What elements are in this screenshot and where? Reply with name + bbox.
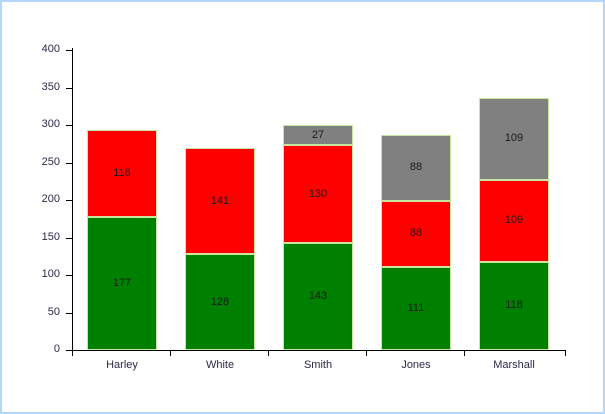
x-axis-tick-label: Marshall (493, 359, 535, 371)
x-axis-tick (268, 350, 269, 356)
y-axis-tick-label-wrap: 0 (2, 344, 72, 355)
y-axis-tick (66, 275, 72, 276)
y-axis-tick-label: 350 (41, 80, 60, 93)
y-axis-tick-label: 400 (41, 43, 60, 55)
bar-segment-red[interactable]: 116 (87, 130, 157, 218)
y-axis-tick (66, 200, 72, 201)
y-axis-tick-label-wrap: 50 (2, 305, 72, 318)
bar-group[interactable]: 118 109 109 (479, 2, 549, 350)
bar-segment-value-label: 88 (409, 227, 423, 240)
x-axis-tick (464, 350, 465, 356)
x-axis-tick (170, 350, 171, 356)
y-axis-tick (66, 87, 72, 89)
y-axis-tick (66, 237, 72, 239)
bar-group[interactable]: 111 88 88 (381, 2, 451, 350)
bar-segment-value-label: 118 (505, 299, 523, 312)
bar-segment-value-label: 128 (210, 295, 230, 308)
bar-segment-green[interactable]: 128 (185, 254, 255, 350)
y-axis-tick (66, 50, 72, 51)
y-axis-tick-label: 50 (47, 305, 60, 318)
y-axis-tick-label-wrap: 100 (2, 269, 72, 280)
bar-segment-value-label: 177 (112, 277, 132, 290)
bar-segment-value-label: 27 (311, 128, 325, 141)
y-axis-tick (66, 125, 72, 126)
bar-segment-value-label: 109 (504, 214, 524, 227)
y-axis-line (72, 48, 73, 351)
bar-segment-value-label: 116 (113, 167, 131, 180)
bar-group[interactable]: 143 130 27 (283, 2, 353, 350)
y-axis-tick-label-wrap: 300 (2, 119, 72, 130)
bar-segment-green[interactable]: 118 (479, 261, 549, 350)
y-axis-tick-label-wrap: 400 (2, 44, 72, 55)
bar-segment-red[interactable]: 130 (283, 145, 353, 243)
bar-segment-green[interactable]: 143 (283, 242, 353, 350)
bar-segment-value-label: 111 (407, 301, 425, 314)
y-axis-tick-label-wrap: 200 (2, 194, 72, 205)
y-axis-tick-label: 150 (41, 230, 60, 243)
x-axis-line (72, 350, 566, 351)
bar-segment-value-label: 143 (308, 289, 328, 302)
bar-segment-value-label: 141 (210, 194, 230, 207)
x-axis-tick-label: Smith (303, 359, 333, 371)
x-axis-end-tick (565, 350, 566, 356)
y-axis-tick-label-wrap: 250 (2, 155, 72, 168)
y-axis-tick-label: 200 (41, 193, 60, 205)
bar-segment-gray[interactable]: 27 (283, 125, 353, 146)
x-axis-tick (72, 350, 73, 356)
y-axis-tick (66, 312, 72, 314)
bar-group[interactable]: 128 141 (185, 2, 255, 350)
bar-segment-value-label: 109 (504, 132, 524, 145)
bar-group[interactable]: 177 116 (87, 2, 157, 350)
y-axis-tick-label-wrap: 350 (2, 80, 72, 93)
x-axis-tick-label: Jones (401, 359, 431, 371)
bar-segment-red[interactable]: 141 (185, 148, 255, 254)
y-axis-tick-label: 250 (41, 155, 60, 168)
y-axis-tick (66, 162, 72, 164)
bar-segment-green[interactable]: 177 (87, 217, 157, 350)
y-axis-tick-label: 0 (53, 343, 60, 355)
x-axis-tick-label: White (205, 359, 235, 371)
x-axis-tick-label: Harley (106, 359, 138, 371)
bar-segment-green[interactable]: 111 (381, 266, 451, 350)
y-axis-tick (66, 350, 72, 351)
bar-segment-value-label: 88 (409, 161, 423, 174)
bar-segment-gray[interactable]: 109 (479, 98, 549, 180)
y-axis-tick-label-wrap: 150 (2, 230, 72, 243)
bar-segment-red[interactable]: 109 (479, 179, 549, 262)
y-axis-tick-label: 300 (41, 118, 60, 130)
bar-segment-value-label: 130 (308, 187, 328, 200)
x-axis-tick (366, 350, 367, 356)
bar-segment-red[interactable]: 88 (381, 200, 451, 267)
y-axis-tick-label: 100 (41, 268, 60, 280)
bar-segment-gray[interactable]: 88 (381, 134, 451, 201)
